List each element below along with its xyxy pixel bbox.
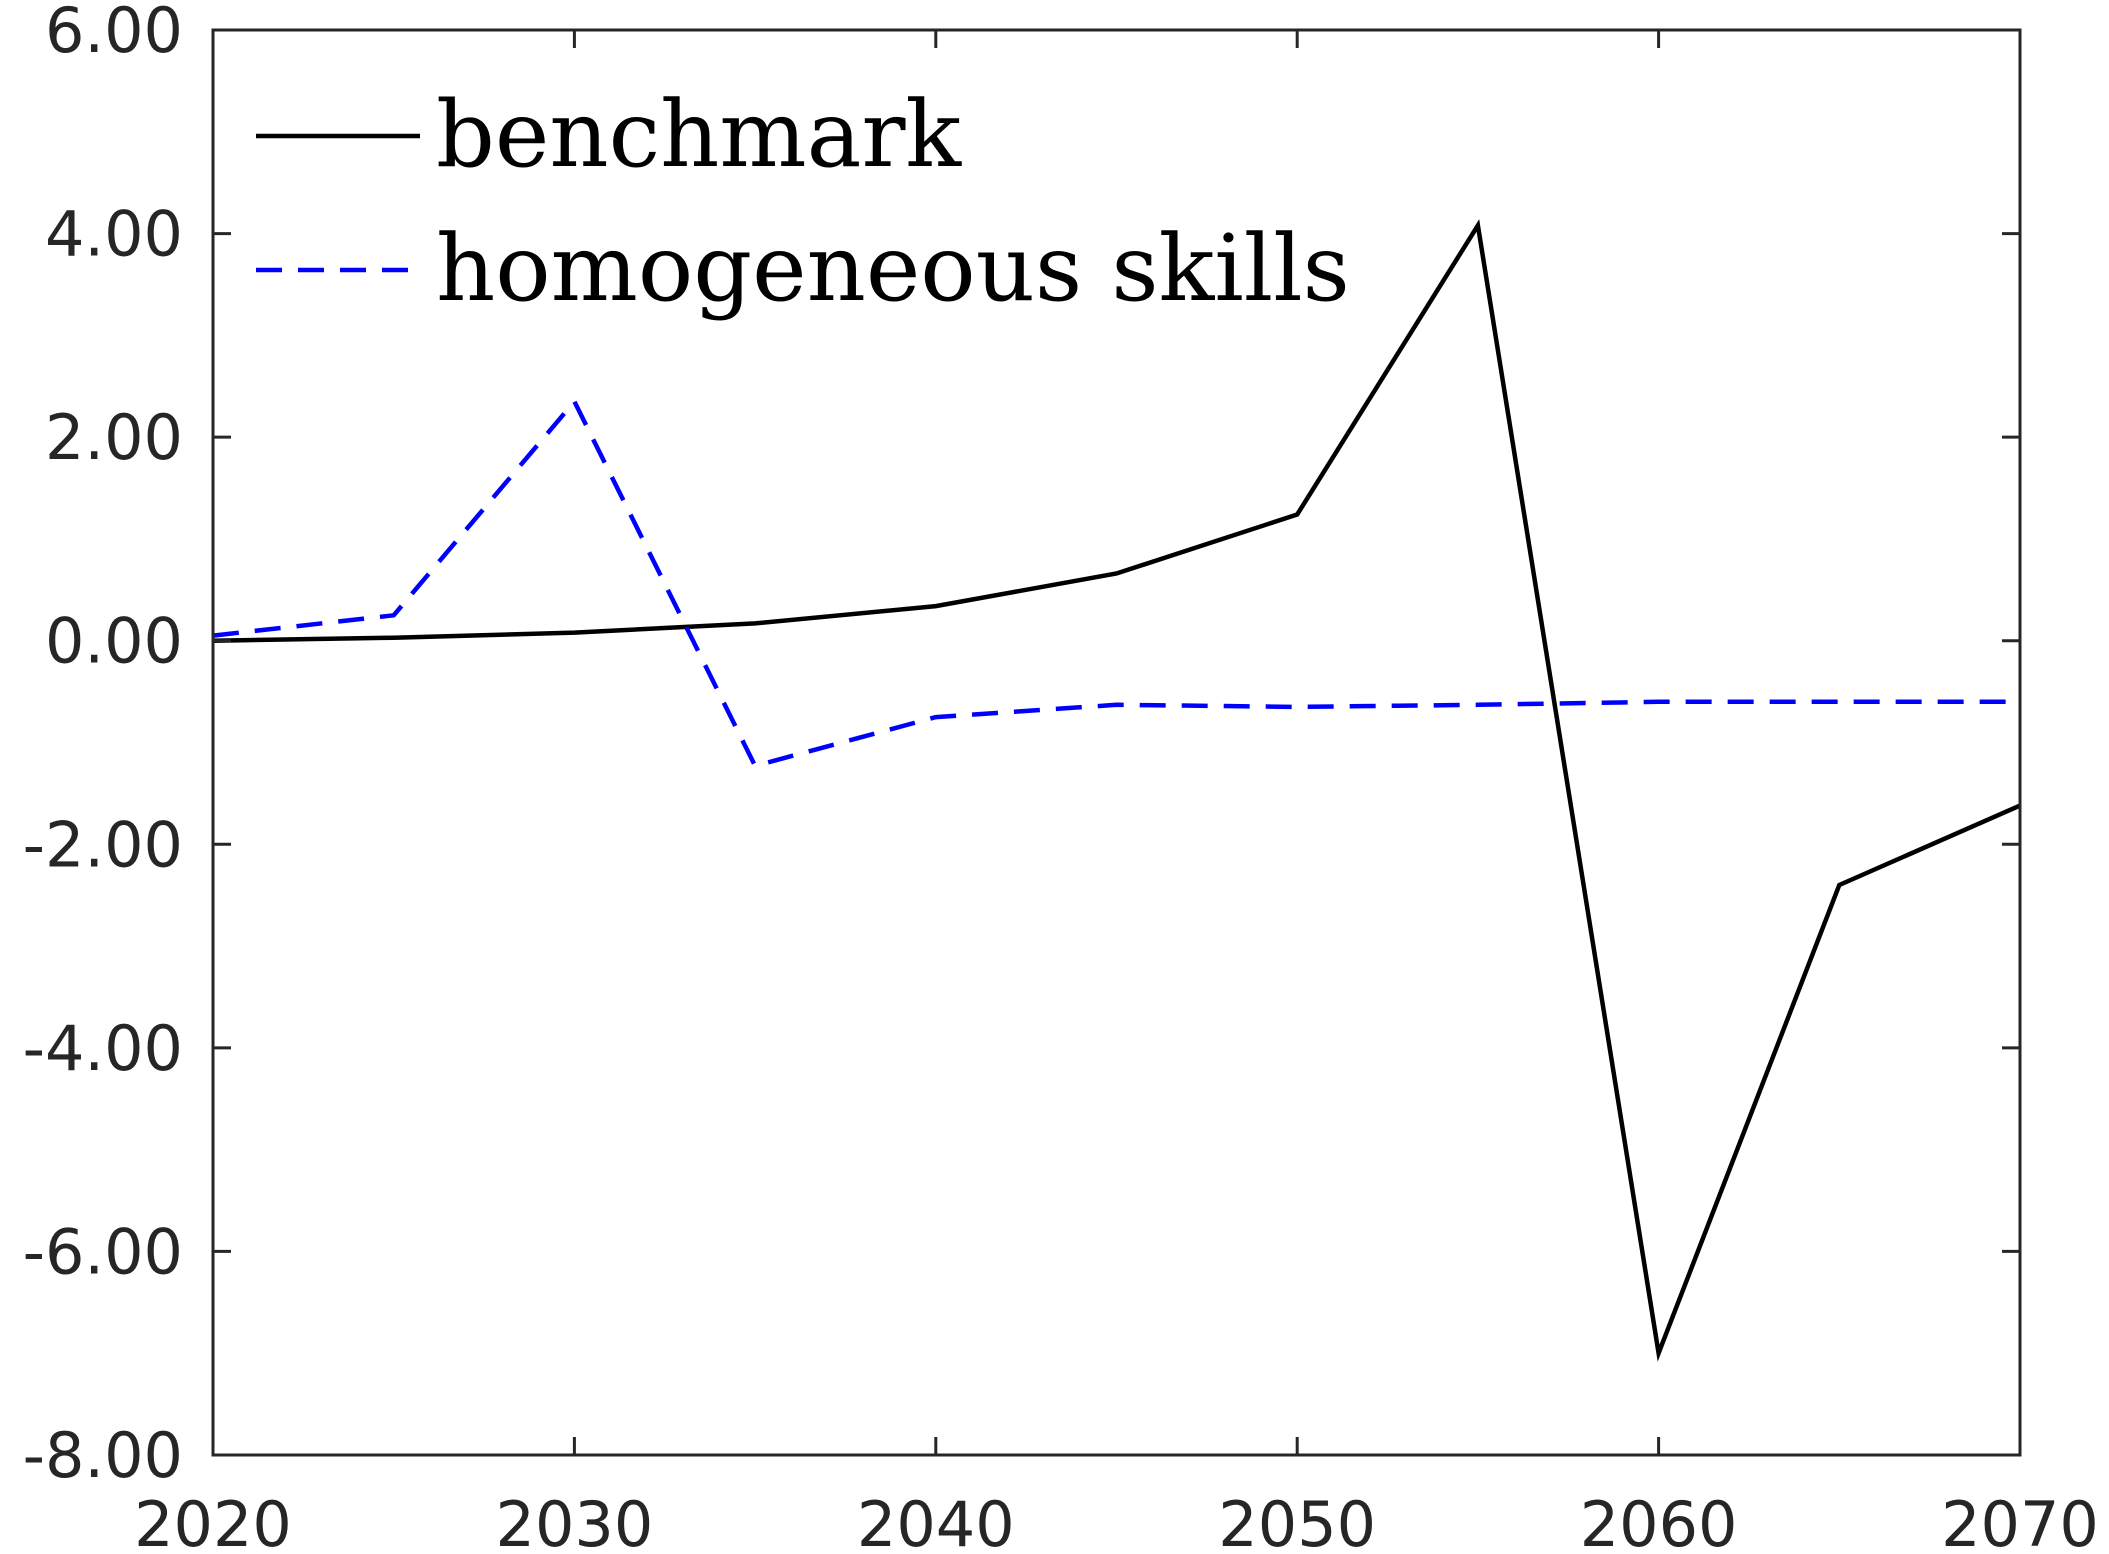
series-line-0 xyxy=(212,219,2021,1362)
x-tick-label: 2050 xyxy=(1218,1488,1376,1554)
y-tick-label: 4.00 xyxy=(45,198,183,271)
legend-label-1: homogeneous skills xyxy=(436,215,1350,322)
y-tick-label: -4.00 xyxy=(23,1012,183,1085)
y-tick-label: 0.00 xyxy=(45,605,183,678)
y-tick-label: -6.00 xyxy=(23,1215,183,1288)
x-tick-label: 2040 xyxy=(857,1488,1015,1554)
y-tick-label: -8.00 xyxy=(23,1419,183,1492)
y-tick-label: -2.00 xyxy=(23,808,183,881)
x-tick-label: 2070 xyxy=(1941,1488,2099,1554)
y-axis-tick-labels: -8.00 -6.00 -4.00 -2.00 0.00 2.00 4.00 6.00 xyxy=(23,0,183,1492)
y-tick-label: 2.00 xyxy=(45,401,183,474)
x-tick-label: 2030 xyxy=(496,1488,654,1554)
plot-frame xyxy=(211,28,2022,1457)
legend-label-0: benchmark xyxy=(436,81,962,188)
series-line-1 xyxy=(212,397,2020,769)
x-axis-tick-labels: 2020 2030 2040 2050 2060 2070 xyxy=(134,1488,2099,1554)
axis-ticks xyxy=(211,28,2022,1457)
y-tick-label: 6.00 xyxy=(45,0,183,67)
legend: benchmark homogeneous skills xyxy=(256,81,1350,322)
x-tick-label: 2060 xyxy=(1580,1488,1738,1554)
x-tick-label: 2020 xyxy=(134,1488,292,1554)
